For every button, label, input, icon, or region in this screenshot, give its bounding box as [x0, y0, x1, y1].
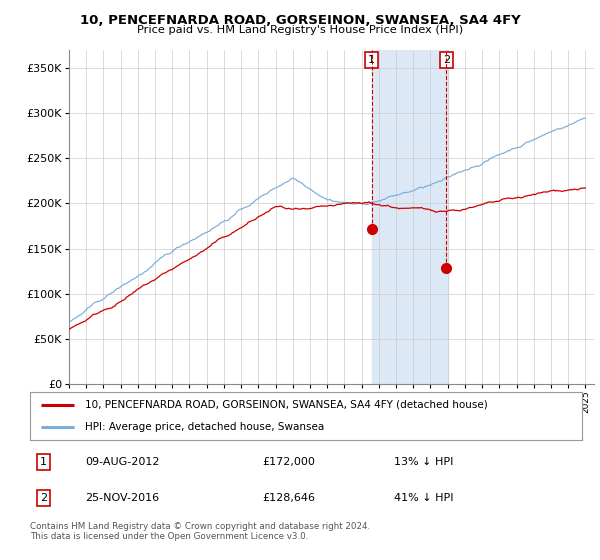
Text: Contains HM Land Registry data © Crown copyright and database right 2024.
This d: Contains HM Land Registry data © Crown c…: [30, 522, 370, 542]
Text: 25-NOV-2016: 25-NOV-2016: [85, 493, 160, 503]
Text: 1: 1: [40, 457, 47, 467]
Text: 2: 2: [40, 493, 47, 503]
Text: £172,000: £172,000: [262, 457, 315, 467]
Text: 10, PENCEFNARDA ROAD, GORSEINON, SWANSEA, SA4 4FY: 10, PENCEFNARDA ROAD, GORSEINON, SWANSEA…: [80, 14, 520, 27]
Bar: [371, 50, 448, 384]
Text: £128,646: £128,646: [262, 493, 315, 503]
Text: 13% ↓ HPI: 13% ↓ HPI: [394, 457, 454, 467]
Text: 2: 2: [443, 55, 450, 65]
Text: 41% ↓ HPI: 41% ↓ HPI: [394, 493, 454, 503]
Text: Price paid vs. HM Land Registry's House Price Index (HPI): Price paid vs. HM Land Registry's House …: [137, 25, 463, 35]
Text: 10, PENCEFNARDA ROAD, GORSEINON, SWANSEA, SA4 4FY (detached house): 10, PENCEFNARDA ROAD, GORSEINON, SWANSEA…: [85, 400, 488, 410]
Text: 09-AUG-2012: 09-AUG-2012: [85, 457, 160, 467]
Text: 1: 1: [368, 55, 375, 65]
Text: HPI: Average price, detached house, Swansea: HPI: Average price, detached house, Swan…: [85, 422, 325, 432]
